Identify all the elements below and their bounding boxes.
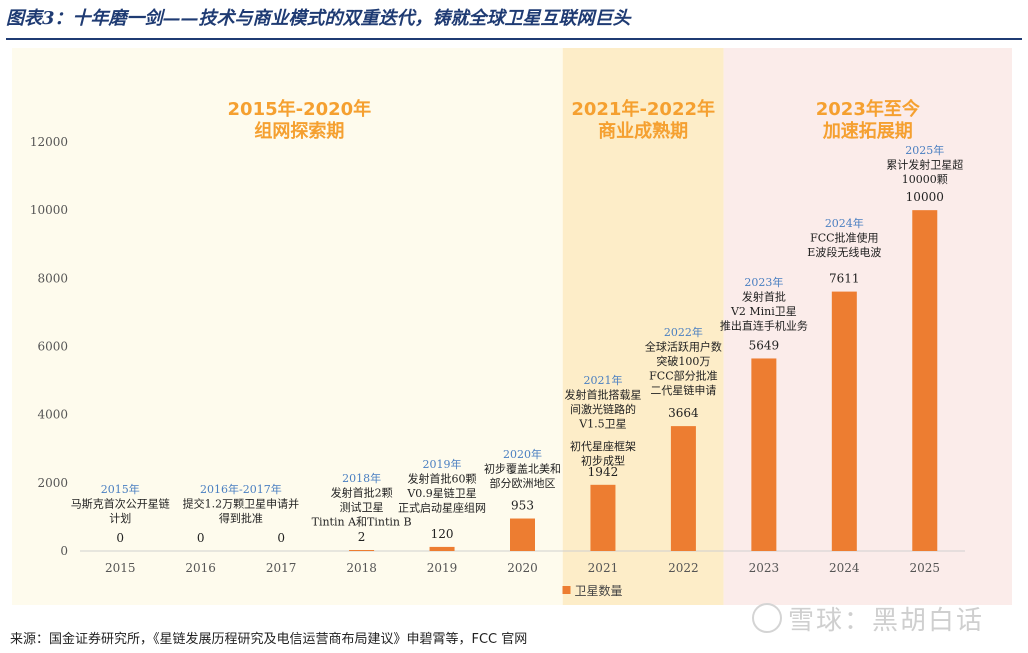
annotation-year: 2015年 (101, 482, 140, 496)
x-tick-label: 2018 (346, 561, 377, 575)
x-tick-label: 2020 (507, 561, 538, 575)
annotation-year: 2024年 (825, 216, 864, 230)
annotation-line: 初步成型 (581, 454, 625, 468)
annotation-line: FCC部分批准 (649, 369, 717, 383)
y-tick-label: 0 (60, 544, 68, 558)
annotation-line: 发射首批2颗 (331, 486, 393, 500)
y-tick-label: 2000 (37, 476, 68, 490)
annotation-year: 2018年 (342, 471, 381, 485)
annotation-line: 提交1.2万颗卫星申请并 (183, 497, 300, 511)
annotation-line: 初代星座框架 (570, 439, 636, 453)
y-tick-label: 8000 (37, 271, 68, 285)
x-tick-label: 2022 (668, 561, 699, 575)
bar-2024 (831, 291, 857, 551)
annotation-line: 正式启动星座组网 (398, 501, 486, 515)
legend-label: 卫星数量 (575, 583, 623, 598)
annotation-line: 全球活跃用户数 (645, 340, 722, 354)
x-tick-label: 2017 (266, 561, 297, 575)
annotation-year: 2016年-2017年 (200, 482, 282, 496)
annotation-year: 2022年 (664, 325, 703, 339)
bar-2020 (510, 518, 535, 551)
x-tick-label: 2021 (588, 561, 619, 575)
bar-value-label: 0 (277, 531, 285, 545)
y-tick-label: 6000 (37, 340, 68, 354)
bar-2018 (349, 550, 375, 551)
x-tick-label: 2019 (427, 561, 458, 575)
bar-value-label: 0 (197, 531, 205, 545)
annotation-line: V0.9星链卫星 (406, 486, 476, 500)
bar-value-label: 10000 (906, 190, 944, 204)
x-tick-label: 2024 (829, 561, 860, 575)
legend-swatch (562, 586, 571, 594)
annotation-line: 初步覆盖北美和 (484, 462, 561, 476)
annotation-year: 2019年 (423, 457, 462, 471)
annotation-line: 发射首批60颗 (408, 472, 477, 486)
phase-background-2 (562, 48, 724, 605)
bar-2021 (590, 484, 616, 551)
bar-2025 (912, 210, 938, 551)
bar-value-label: 2 (358, 530, 366, 544)
annotation-year: 2025年 (905, 143, 944, 157)
y-tick-label: 4000 (37, 408, 68, 422)
phase-range-label: 2021年-2022年 (571, 98, 715, 120)
x-tick-label: 2015 (105, 561, 136, 575)
phase-name-label: 组网探索期 (254, 120, 344, 142)
annotation-line: 计划 (109, 512, 131, 525)
annotation-line: 得到批准 (219, 511, 263, 525)
annotation-line: 突破100万 (656, 354, 710, 368)
snowball-logo-icon (752, 603, 782, 633)
annotation-line: 间激光链路的 (570, 402, 636, 416)
source-note: 来源：国金证券研究所，《星链发展历程研究及电信运营商布局建议》申碧霄等，FCC … (10, 632, 528, 647)
phase-background-1 (12, 48, 563, 605)
annotation-line: 二代星链申请 (650, 383, 716, 397)
annotation-year: 2021年 (583, 373, 622, 387)
annotation-year: 2020年 (503, 447, 542, 461)
bar-value-label: 0 (116, 531, 124, 545)
annotation-year: 2023年 (744, 275, 783, 289)
watermark: 雪球：黑胡白话 (752, 600, 984, 637)
bar-value-label: 5649 (749, 338, 780, 352)
phase-range-label: 2015年-2020年 (228, 98, 372, 120)
y-tick-label: 10000 (30, 203, 68, 217)
title-rule (6, 38, 1022, 40)
x-tick-label: 2023 (749, 561, 780, 575)
annotation-line: 测试卫星 (340, 501, 384, 514)
annotation-line: V1.5卫星 (578, 418, 626, 431)
bar-value-label: 3664 (668, 406, 699, 420)
bar-value-label: 120 (431, 527, 454, 541)
bar-2022 (670, 426, 696, 551)
annotation-line: E波段无线电波 (807, 245, 881, 259)
figure-title: 图表3：十年磨一剑——技术与商业模式的双重迭代，铸就全球卫星互联网巨头 (6, 8, 631, 29)
bar-2023 (751, 358, 777, 551)
annotation-line: 10000颗 (902, 173, 948, 186)
bar-value-label: 953 (511, 499, 534, 513)
annotation-line: 发射首批搭载星 (564, 388, 641, 402)
annotation-line: 部分欧洲地区 (490, 476, 556, 490)
x-tick-label: 2016 (185, 561, 216, 575)
watermark-text: 雪球：黑胡白话 (788, 606, 985, 636)
phase-name-label: 商业成熟期 (598, 120, 688, 142)
annotation-line: 推出直连手机业务 (720, 319, 808, 333)
annotation-line: 累计发射卫星超 (886, 158, 963, 172)
bar-value-label: 1942 (588, 465, 619, 479)
x-tick-label: 2025 (909, 561, 940, 575)
annotation-line: V2 Mini卫星 (730, 305, 797, 318)
y-tick-label: 12000 (30, 135, 68, 149)
annotation-line: 马斯克首次公开星链 (71, 497, 170, 511)
bar-value-label: 7611 (829, 272, 860, 286)
annotation-line: 发射首批 (742, 290, 786, 304)
bar-2019 (429, 546, 455, 551)
annotation-line: Tintin A和Tintin B (312, 516, 412, 529)
phase-name-label: 加速拓展期 (822, 120, 913, 142)
annotation-line: FCC批准使用 (810, 231, 878, 245)
phase-range-label: 2023年至今 (816, 98, 921, 120)
